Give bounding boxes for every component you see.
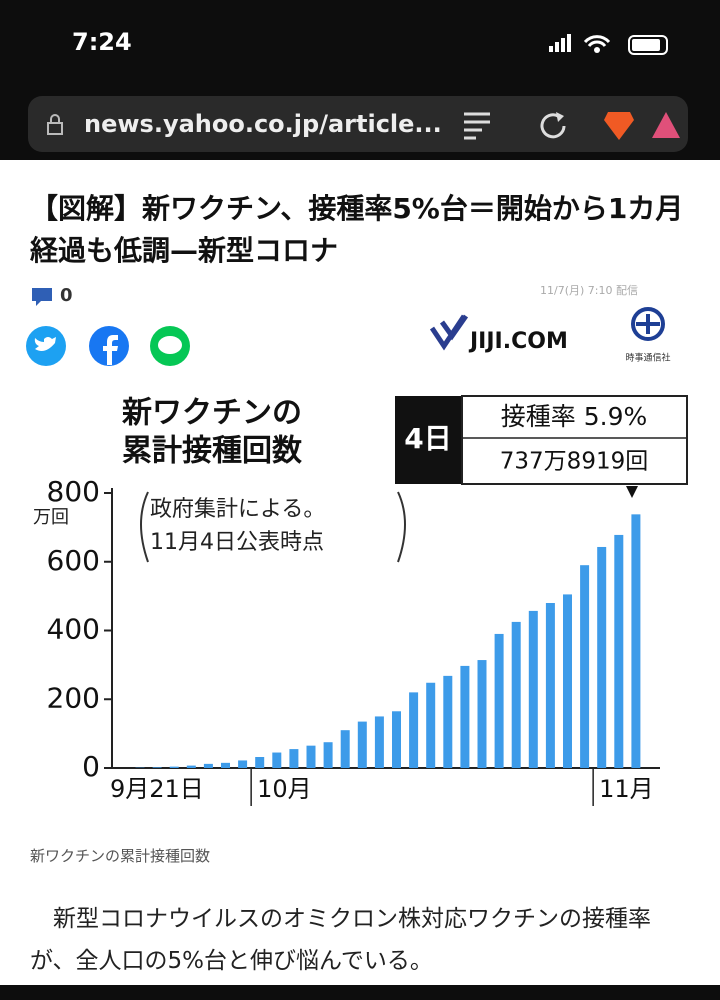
status-time: 7:24 [72,28,132,56]
callout-rate: 接種率 5.9% [501,402,647,431]
bar [203,763,213,768]
bar [409,692,419,768]
y-tick-label: 800 [47,475,100,508]
image-caption: 新ワクチンの累計接種回数 [30,847,211,865]
chart-title: 累計接種回数 [122,434,302,469]
y-tick-label: 0 [82,750,100,783]
bar [528,610,538,768]
y-tick-label: 200 [47,681,100,714]
y-tick-label: 400 [47,613,100,646]
chart: 新ワクチンの 累計接種回数 4日 接種率 5.9% 737万8919回 政府集計… [33,395,688,806]
bar [152,767,162,768]
bar [357,721,367,768]
bar [563,594,572,768]
bar [340,730,350,768]
callout-count: 737万8919回 [500,449,648,475]
toolbar-icons [464,112,680,140]
bar [477,660,487,768]
bottom-bar [0,985,720,1000]
x-tick-label: 10月 [257,775,312,803]
bar [597,546,607,768]
bar [221,762,230,768]
bar [511,621,521,768]
bar [323,742,333,768]
bar [238,760,248,768]
jiji-logo: JIJI.COM 時事通信社 [430,307,671,364]
bar [272,752,282,768]
url-text[interactable]: news.yahoo.co.jp/article... [84,110,442,138]
article-title: 【図解】新ワクチン、接種率5%台＝開始から1カ月経過も低調—新型コロナ [30,192,684,267]
logo-name: JIJI.COM [468,329,568,354]
x-tick-label: 11月 [599,775,654,803]
bar [392,711,401,768]
logo-company: 時事通信社 [625,352,670,364]
article-body: 新型コロナウイルスのオミクロン株対応ワクチンの接種率が、全人口の5%台と伸び悩ん… [30,906,651,974]
bar [169,766,179,768]
chart-note: 11月4日公表時点 [150,530,324,555]
bar [443,675,453,768]
callout-day: 4日 [404,422,451,455]
bar [289,749,299,768]
x-tick-label: 9月21日 [110,775,204,803]
bar [460,665,470,768]
comment-icon[interactable] [30,286,56,308]
share-buttons [26,326,190,366]
article-date: 11/7(月) 7:10 配信 [540,284,638,297]
bar [631,514,641,768]
url-bar[interactable]: news.yahoo.co.jp/article... [28,96,688,152]
y-tick-label: 600 [47,544,100,577]
bar [186,765,196,768]
comment-count[interactable]: 0 [60,285,73,306]
bar [614,534,624,768]
browser-chrome: 7:24 news.yahoo.co.jp/article... [0,0,720,160]
y-unit: 万回 [33,507,69,528]
bar [426,682,436,768]
bar [255,757,265,768]
bar [545,603,555,768]
bar [306,745,316,768]
status-icons [549,34,668,55]
bar [494,633,504,768]
chart-title: 新ワクチンの [121,396,302,431]
bar [374,716,384,768]
chart-note: 政府集計による。 [150,497,325,522]
lock-icon [47,114,63,135]
bar [580,565,590,768]
